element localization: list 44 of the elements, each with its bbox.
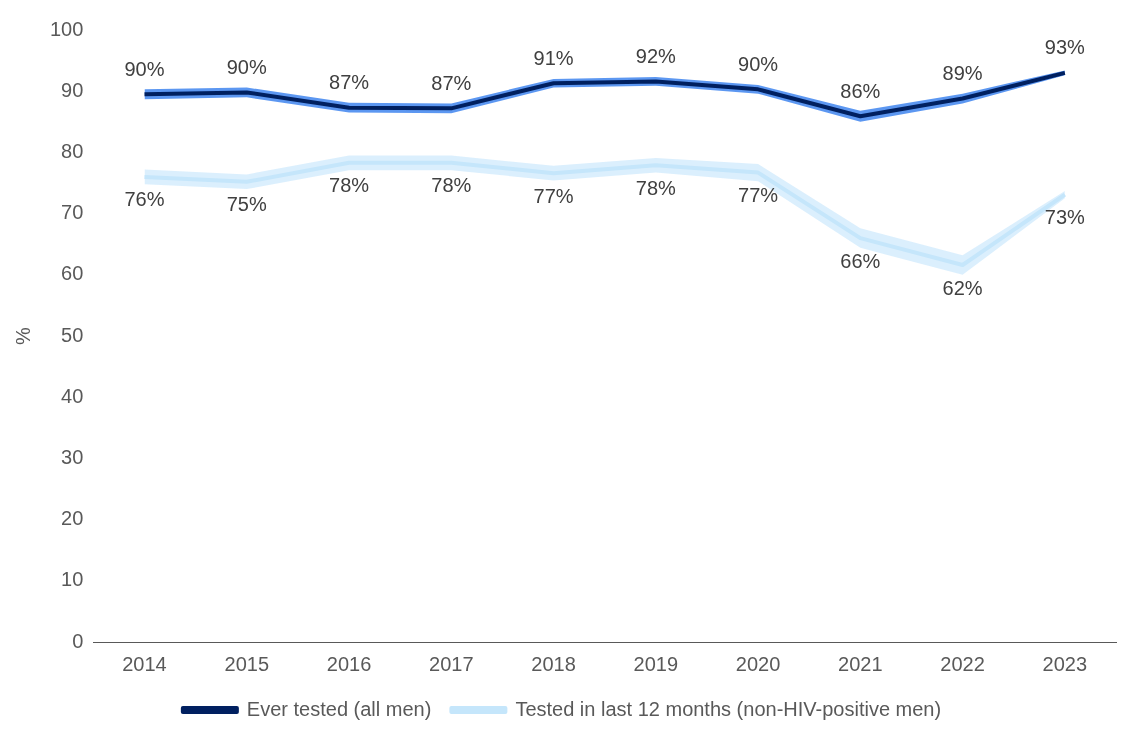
y-tick-label: 50	[61, 323, 84, 346]
y-tick-label: 10	[61, 568, 84, 591]
data-label: 77%	[738, 184, 779, 207]
x-tick-label: 2018	[531, 652, 576, 675]
x-tick-label: 2023	[1042, 652, 1088, 675]
x-tick-label: 2015	[224, 652, 270, 675]
y-tick-label: 0	[72, 629, 84, 652]
data-label: 90%	[738, 52, 779, 75]
data-label: 93%	[1044, 36, 1086, 59]
data-label: 91%	[533, 46, 574, 69]
data-label: 77%	[533, 184, 574, 207]
data-label: 90%	[124, 57, 165, 80]
y-tick-label: 60	[61, 262, 84, 285]
legend-label: Ever tested (all men)	[246, 697, 432, 720]
data-label: 78%	[431, 174, 472, 197]
y-tick-label: 40	[61, 384, 84, 407]
data-label: 73%	[1044, 206, 1086, 229]
y-tick-label: 70	[61, 201, 84, 224]
legend-label: Tested in last 12 months (non-HIV-positive men)	[515, 697, 942, 720]
data-label: 90%	[226, 55, 267, 78]
y-axis-title: %	[11, 326, 34, 345]
data-label: 78%	[635, 176, 677, 199]
data-label: 92%	[635, 44, 677, 67]
data-label: 87%	[431, 71, 472, 94]
data-label: 62%	[942, 276, 983, 299]
data-label: 76%	[124, 188, 165, 211]
x-tick-label: 2017	[429, 652, 474, 675]
y-tick-label: 30	[61, 445, 84, 468]
x-tick-label: 2014	[122, 652, 167, 675]
y-tick-label: 90	[61, 78, 84, 101]
y-tick-label: 100	[49, 17, 84, 40]
x-tick-label: 2021	[838, 652, 883, 675]
x-tick-label: 2020	[735, 652, 781, 675]
x-tick-label: 2016	[326, 652, 372, 675]
y-tick-label: 20	[61, 507, 84, 530]
x-tick-label: 2022	[940, 652, 985, 675]
data-label: 75%	[226, 193, 267, 216]
data-label: 89%	[942, 62, 983, 85]
x-tick-label: 2019	[633, 652, 679, 675]
data-label: 78%	[329, 174, 370, 197]
y-tick-label: 80	[61, 139, 84, 162]
data-label: 66%	[840, 249, 881, 272]
data-label: 87%	[329, 71, 370, 94]
data-label: 86%	[840, 79, 881, 102]
